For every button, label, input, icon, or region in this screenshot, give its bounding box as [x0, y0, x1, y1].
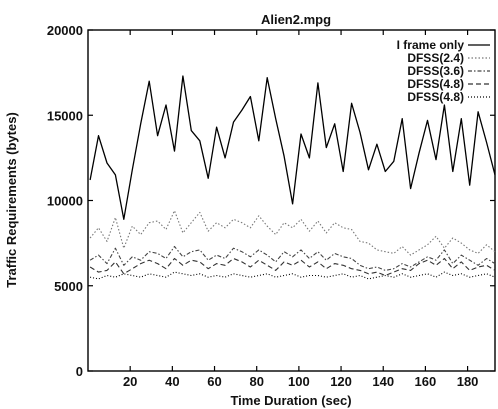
legend-label-3: DFSS(3.6) — [407, 64, 464, 78]
legend-label-5: DFSS(4.8) — [407, 90, 464, 104]
y-axis-title: Traffic Requirements (bytes) — [4, 112, 19, 288]
chart-title: Alien2.mpg — [261, 12, 331, 27]
series-line-1 — [89, 75, 496, 220]
x-tick-label: 140 — [372, 374, 394, 389]
series-line-5 — [89, 271, 496, 280]
legend-label-2: DFSS(2.4) — [407, 51, 464, 65]
x-tick-label: 180 — [457, 374, 479, 389]
y-tick-label: 15000 — [47, 108, 83, 123]
series-layer — [89, 75, 496, 280]
x-axis: 20 40 60 80 100 120 140 160 180 — [123, 30, 478, 389]
y-tick-label: 0 — [76, 364, 83, 379]
y-tick-label: 5000 — [54, 279, 83, 294]
x-tick-label: 20 — [123, 374, 137, 389]
y-tick-label: 20000 — [47, 23, 83, 38]
series-line-3 — [89, 245, 496, 271]
x-tick-label: 40 — [165, 374, 179, 389]
x-axis-title: Time Duration (sec) — [230, 393, 351, 408]
series-line-2 — [89, 210, 496, 256]
x-tick-label: 80 — [249, 374, 263, 389]
x-tick-label: 100 — [288, 374, 310, 389]
series-line-4 — [89, 257, 496, 277]
y-axis: 0 5000 10000 15000 20000 — [47, 23, 495, 379]
legend: I frame onlyDFSS(2.4)DFSS(3.6)DFSS(4.8)D… — [397, 38, 490, 104]
x-tick-label: 60 — [207, 374, 221, 389]
legend-label-1: I frame only — [397, 38, 465, 52]
x-tick-label: 120 — [330, 374, 352, 389]
legend-label-4: DFSS(4.8) — [407, 77, 464, 91]
x-tick-label: 160 — [415, 374, 437, 389]
y-tick-label: 10000 — [47, 194, 83, 209]
